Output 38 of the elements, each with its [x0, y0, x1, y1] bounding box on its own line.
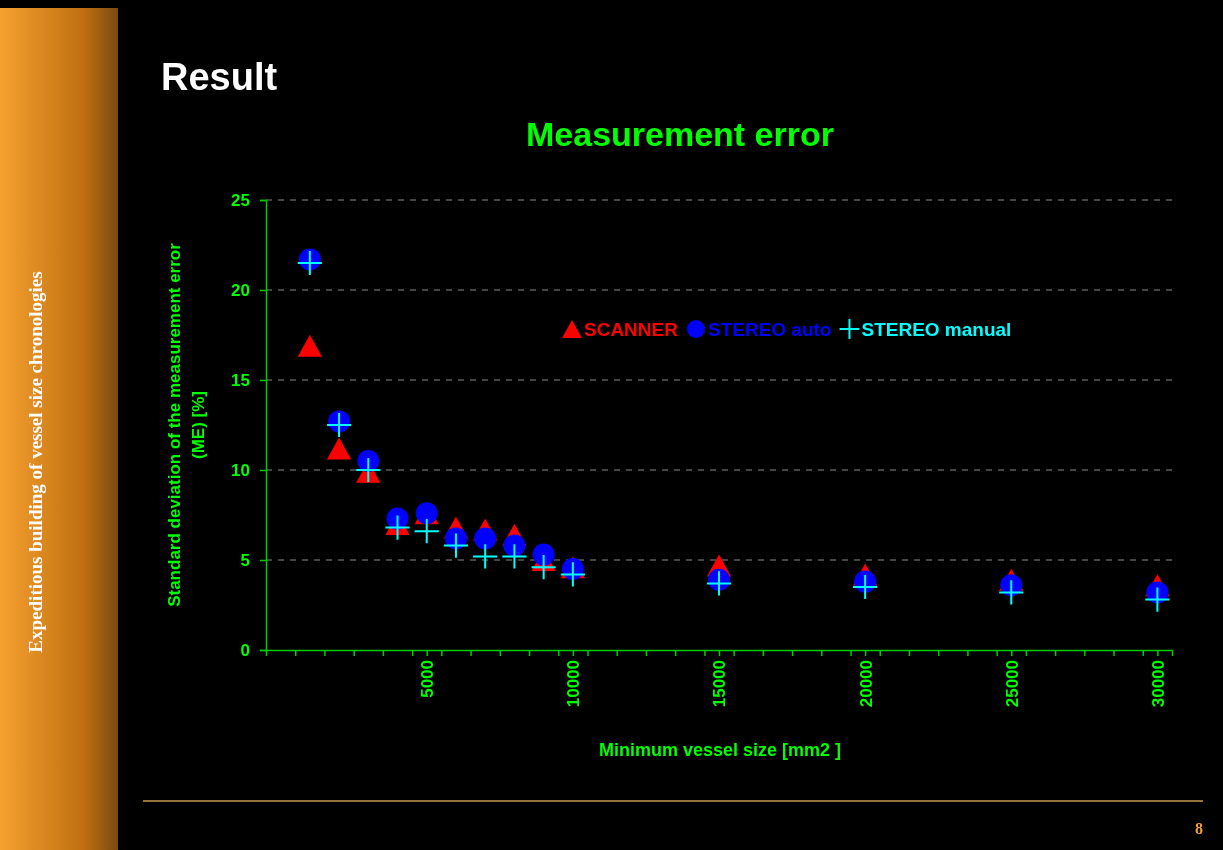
point	[532, 543, 555, 566]
y-tick-label: 10	[231, 460, 250, 480]
y-tick-label: 15	[231, 370, 250, 390]
legend-label: STEREO auto	[707, 319, 832, 340]
point	[560, 562, 585, 587]
point	[473, 544, 498, 569]
x-tick-label: 30000	[1148, 660, 1168, 708]
point	[326, 437, 352, 460]
point	[326, 412, 352, 438]
chart-title: Result	[161, 56, 278, 98]
y-axis-title: Standard deviation of the measurement error (ME) [%]	[165, 242, 208, 607]
y-tick-label: 20	[231, 280, 250, 300]
point	[443, 533, 469, 558]
y-tick-label: 25	[231, 190, 250, 210]
point	[502, 544, 527, 569]
point	[385, 515, 410, 540]
point	[531, 555, 556, 580]
x-tick-label: 15000	[710, 660, 730, 708]
x-axis-title: Minimum vessel size [mm2 ]	[598, 740, 842, 760]
text: Expeditious building of vessel size chronologies	[25, 271, 46, 653]
chart-subtitle: Measurement error	[525, 115, 835, 153]
point	[999, 580, 1024, 605]
x-tick-label: 20000	[856, 660, 876, 708]
y-tick-label: 0	[240, 640, 250, 660]
y-tick-label: 5	[240, 550, 250, 570]
x-tick-label: 5000	[418, 660, 438, 698]
point	[414, 519, 439, 544]
legend-label: STEREO manual	[861, 319, 1012, 340]
point	[853, 574, 878, 600]
x-tick-label: 10000	[564, 660, 584, 708]
point	[1145, 587, 1170, 612]
point	[706, 571, 732, 596]
point	[297, 334, 322, 357]
legend-label: SCANNER	[584, 319, 679, 340]
point	[474, 527, 497, 550]
text: 8	[1195, 820, 1203, 837]
x-tick-label: 25000	[1002, 660, 1022, 708]
point	[297, 250, 322, 276]
